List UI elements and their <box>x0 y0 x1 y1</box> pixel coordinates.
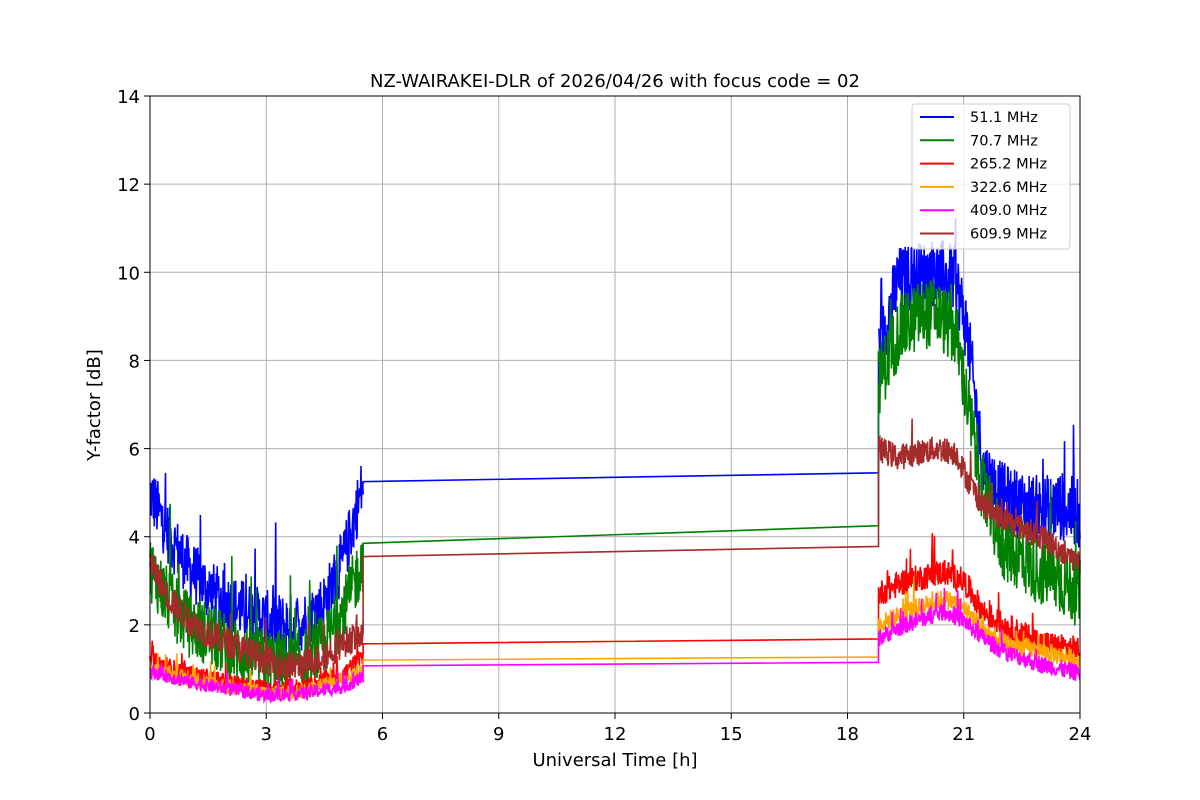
legend-label: 322.6 MHz <box>970 180 1047 196</box>
x-tick-label: 18 <box>836 724 859 745</box>
legend-label: 265.2 MHz <box>970 157 1047 173</box>
series-line-gap <box>362 594 880 656</box>
series-line-gap <box>362 448 880 634</box>
series-4 <box>149 587 1081 704</box>
y-tick-label: 0 <box>129 704 140 725</box>
y-tick-label: 4 <box>129 528 140 549</box>
chart-title: NZ-WAIRAKEI-DLR of 2026/04/26 with focus… <box>370 71 860 92</box>
y-axis-label: Y-factor [dB] <box>84 349 105 462</box>
series-line-after-gap <box>877 280 1081 626</box>
x-axis-label: Universal Time [h] <box>532 750 697 771</box>
y-tick-label: 8 <box>129 351 140 372</box>
x-tick-label: 6 <box>377 724 388 745</box>
x-tick-label: 21 <box>952 724 975 745</box>
series-line-gap <box>362 351 880 484</box>
x-tick-label: 24 <box>1069 724 1092 745</box>
legend: 51.1 MHz 70.7 MHz 265.2 MHz 322.6 MHz 409.0… <box>911 103 1071 250</box>
x-tick-label: 9 <box>493 724 504 745</box>
series-line-after-gap <box>877 418 1081 573</box>
x-tick-label: 15 <box>720 724 743 745</box>
x-axis: 0 3 6 9 12 15 18 21 24 <box>144 713 1091 745</box>
legend-label: 609.9 MHz <box>970 227 1047 243</box>
y-axis: 0 2 4 6 8 10 12 14 <box>117 87 150 725</box>
legend-label: 409.0 MHz <box>970 203 1047 219</box>
y-tick-label: 6 <box>129 440 140 461</box>
series-5 <box>149 418 1081 681</box>
series-line-gap <box>362 638 880 678</box>
series-layer <box>149 217 1081 704</box>
series-line-before-gap <box>149 554 364 681</box>
series-line-gap <box>362 382 880 559</box>
x-tick-label: 12 <box>604 724 627 745</box>
series-line-after-gap <box>877 217 1081 548</box>
x-tick-label: 3 <box>261 724 272 745</box>
series-line-before-gap <box>149 662 364 704</box>
legend-label: 51.1 MHz <box>970 110 1038 126</box>
y-tick-label: 12 <box>117 175 140 196</box>
x-tick-label: 0 <box>144 724 155 745</box>
y-tick-label: 14 <box>117 87 140 108</box>
y-tick-label: 10 <box>117 263 140 284</box>
legend-label: 70.7 MHz <box>970 133 1038 149</box>
series-line-before-gap <box>149 503 364 694</box>
y-tick-label: 2 <box>129 616 140 637</box>
series-line-after-gap <box>877 587 1081 681</box>
